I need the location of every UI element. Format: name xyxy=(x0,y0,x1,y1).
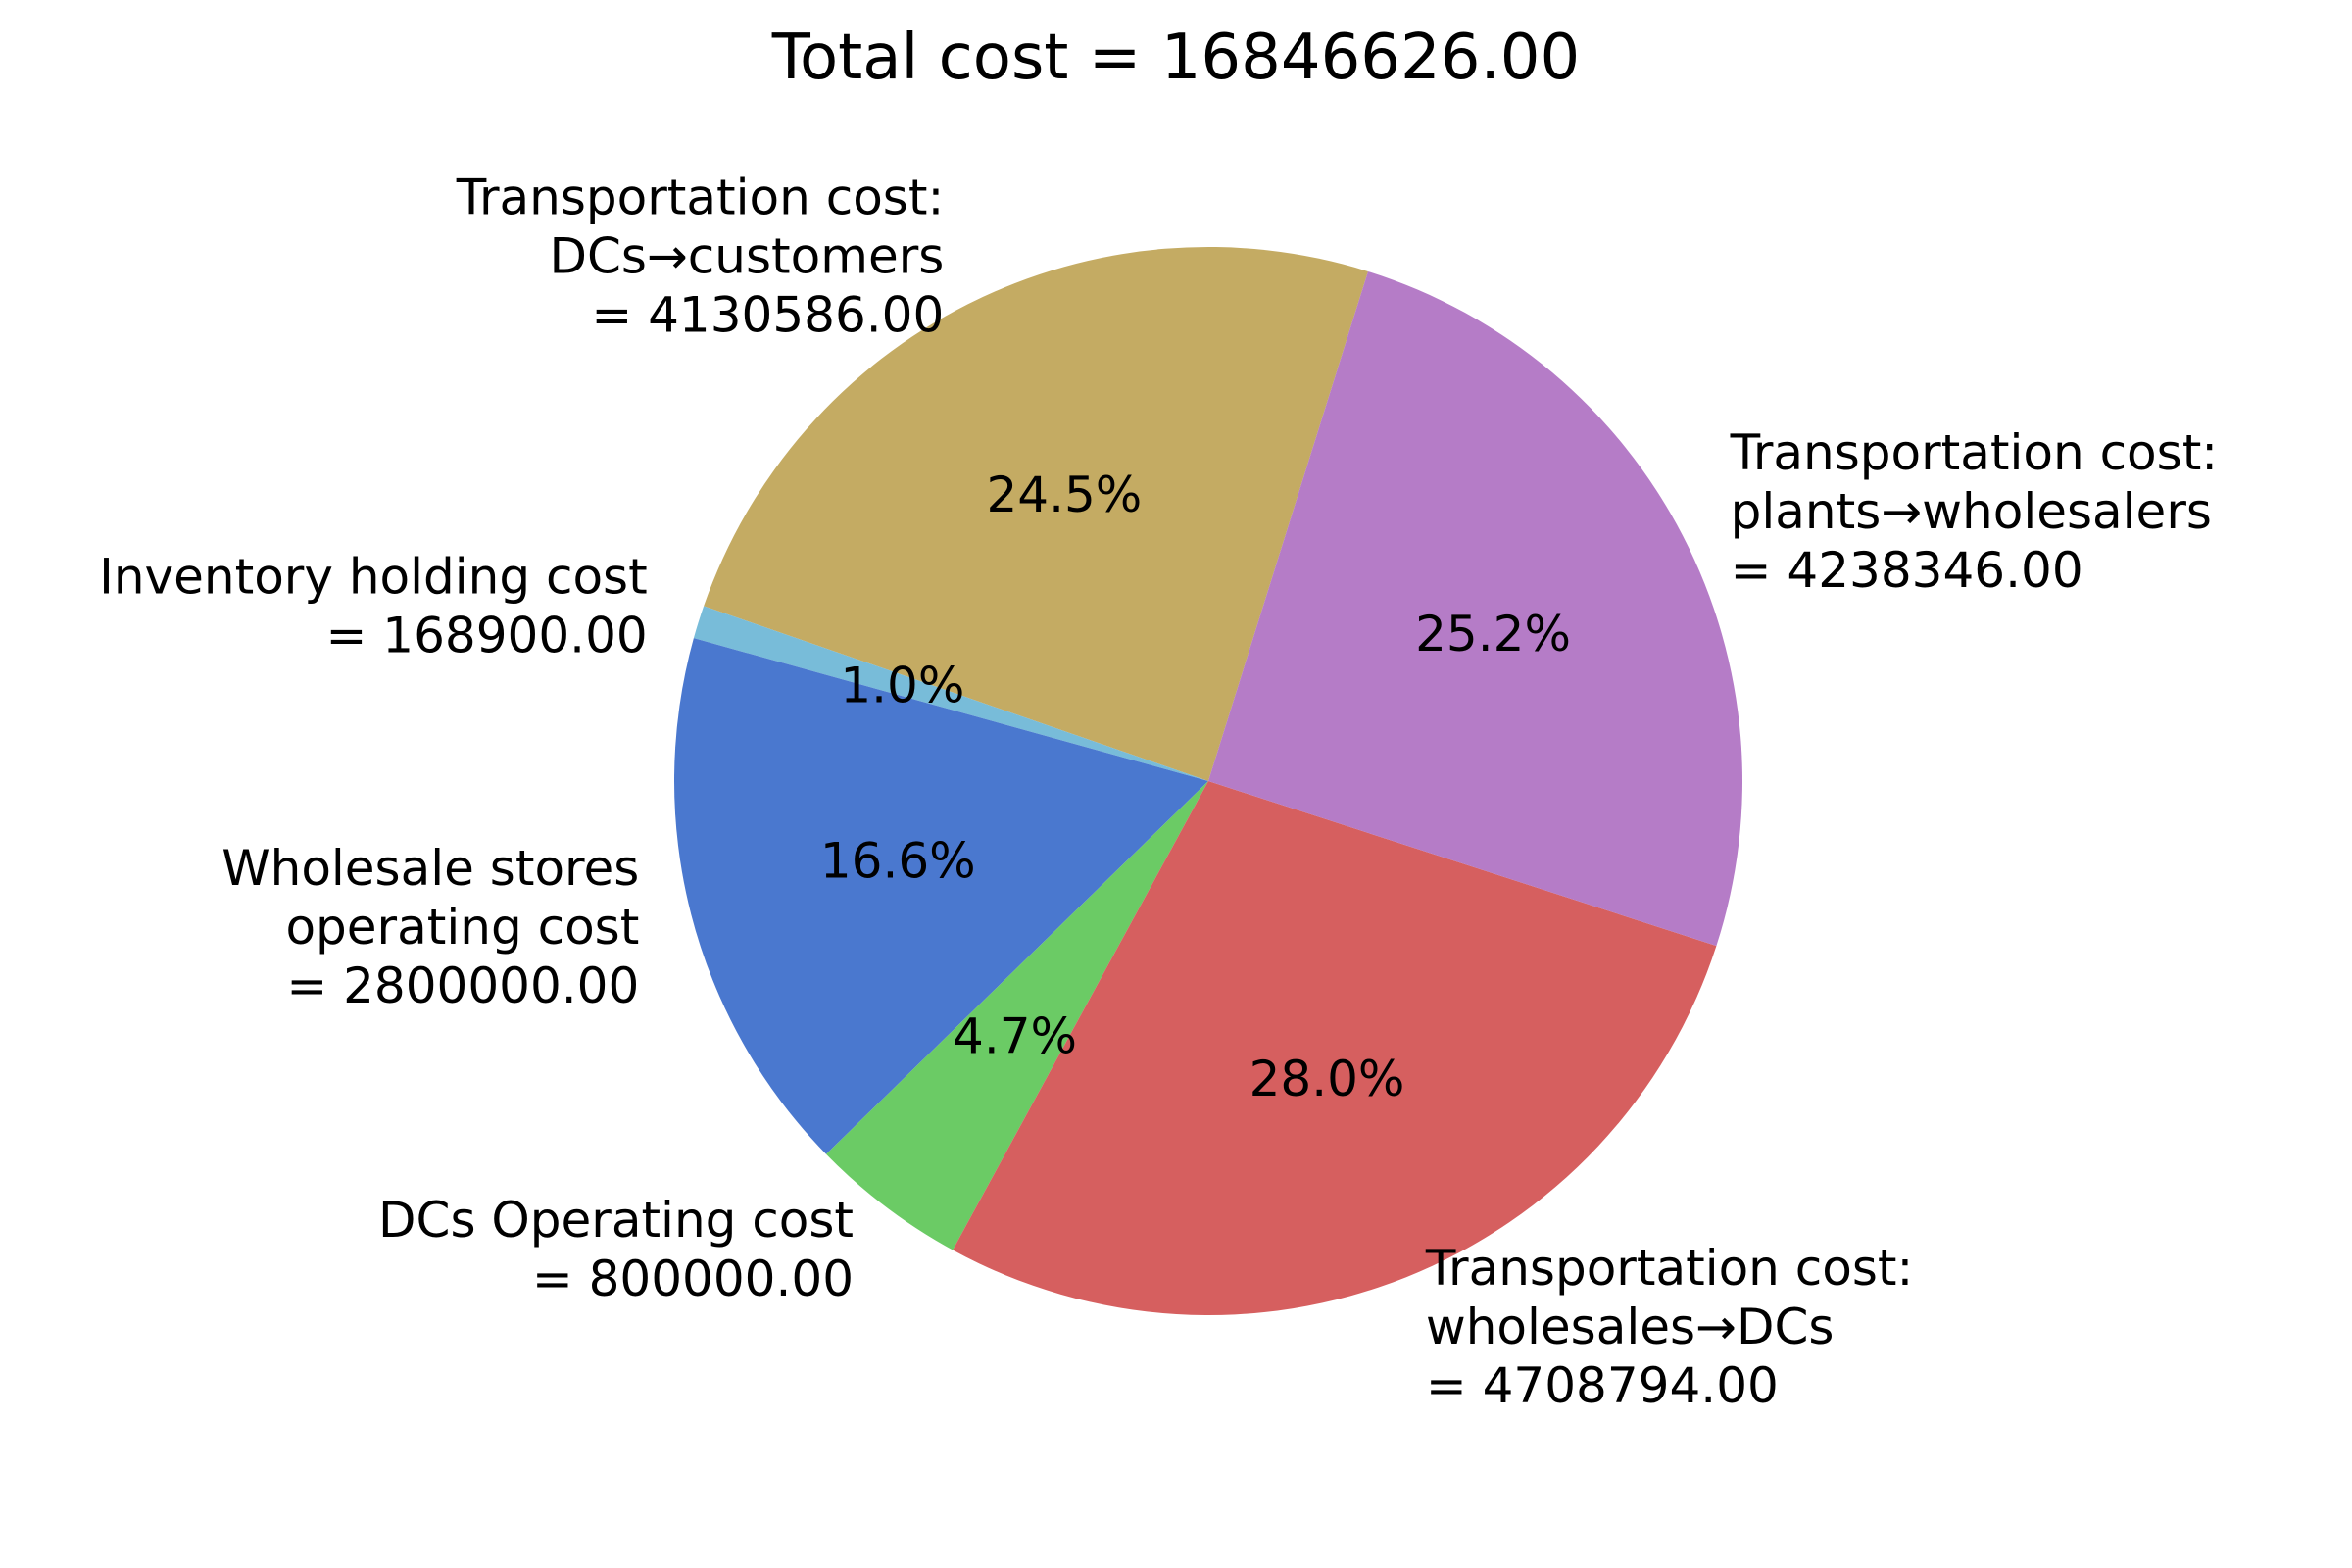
pie-percent-label: 24.5% xyxy=(986,466,1142,523)
pie-slices xyxy=(674,247,1742,1315)
pie-slice-label-line: = 2800000.00 xyxy=(286,957,639,1014)
pie-percent-label: 4.7% xyxy=(953,1008,1077,1065)
pie-slice-transportation-cost-plants-wholesalers xyxy=(1208,270,1742,947)
pie-slice-label-line: = 168900.00 xyxy=(326,607,648,663)
pie-slice-label-line: DCs→customers xyxy=(549,228,944,285)
pie-percent-label: 16.6% xyxy=(820,832,976,889)
pie-slice-label: Wholesale stores operating cost = 2800000.… xyxy=(221,840,639,1014)
pie-percent-label: 1.0% xyxy=(840,658,964,714)
pie-slice-label-line: Transportation cost: xyxy=(1730,424,2219,481)
pie-slice-label: Transportation cost: wholesales→DCs = 4708… xyxy=(1425,1240,1914,1414)
pie-slice-label-line: operating cost xyxy=(285,899,639,956)
pie-slice-label-line: = 800000.00 xyxy=(532,1250,854,1307)
pie-slice-label-line: = 4238346.00 xyxy=(1731,542,2083,599)
pie-slice-label-line: Transportation cost: xyxy=(456,170,945,226)
pie-percent-label: 25.2% xyxy=(1415,606,1571,662)
pie-slice-wholesale-stores-operating-cost xyxy=(674,638,1208,1154)
pie-slice-label: DCs Operating cost = 800000.00 xyxy=(378,1192,854,1307)
pie-slice-label-line: Wholesale stores xyxy=(221,840,639,897)
pie-slice-dcs-operating-cost xyxy=(826,781,1208,1250)
pie-slice-transportation-cost-wholesales-dcs xyxy=(953,781,1717,1315)
pie-slice-label-line: = 4708794.00 xyxy=(1426,1357,1779,1414)
chart-title: Total cost = 16846626.00 xyxy=(771,22,1580,94)
pie-slice-label-line: wholesales→DCs xyxy=(1426,1298,1835,1355)
pie-percent-label: 28.0% xyxy=(1250,1051,1405,1107)
pie-slice-label: Inventory holding cost = 168900.00 xyxy=(99,548,648,663)
pie-slice-label: Transportation cost: plants→wholesalers = … xyxy=(1730,424,2219,599)
pie-slice-label-line: Inventory holding cost xyxy=(99,548,648,605)
pie-percent-labels: 24.5% 1.0% 16.6% 4.7% 28.0% 25.2% xyxy=(820,466,1571,1107)
pie-slice-label-line: Transportation cost: xyxy=(1425,1240,1914,1297)
pie-slice-transportation-cost-dcs-customers xyxy=(704,247,1368,781)
pie-slice-label-line: = 4130586.00 xyxy=(591,287,944,344)
pie-outer-labels: Transportation cost: DCs→customers = 41305… xyxy=(99,170,2218,1414)
pie-slice-label: Transportation cost: DCs→customers = 41305… xyxy=(456,170,945,344)
pie-slice-label-line: plants→wholesalers xyxy=(1731,483,2212,540)
pie-slice-label-line: DCs Operating cost xyxy=(378,1192,854,1249)
pie-slice-inventory-holding-cost xyxy=(693,606,1208,781)
